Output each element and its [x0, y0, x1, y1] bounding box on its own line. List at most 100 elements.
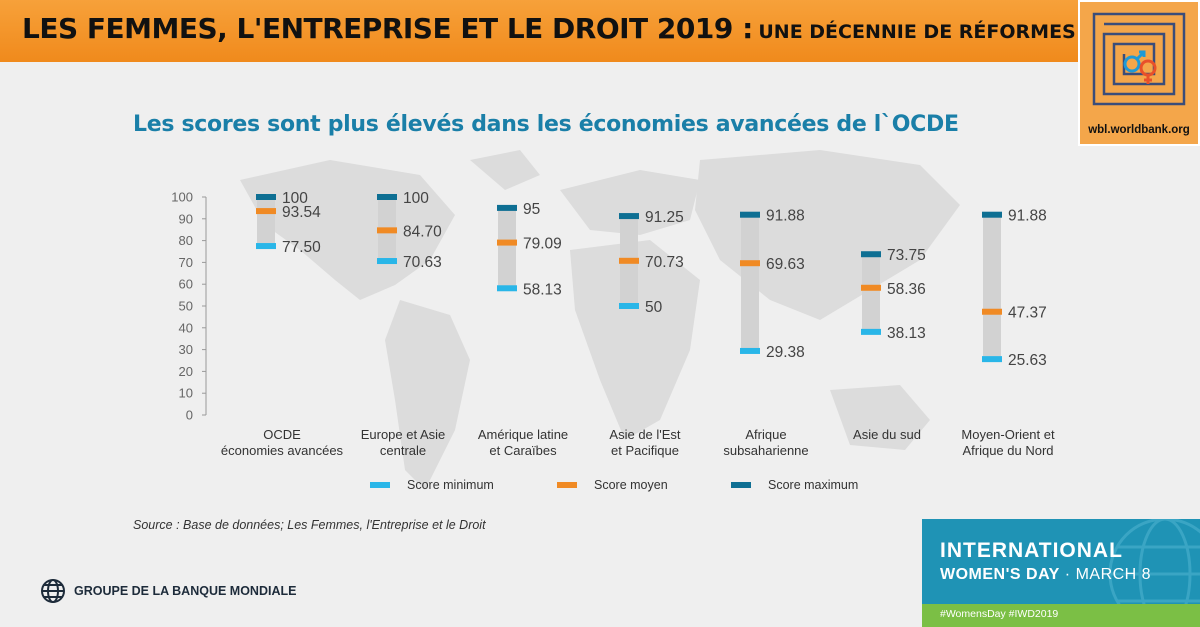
category-label: subsaharienne: [723, 443, 808, 458]
avg-label: 58.36: [887, 281, 926, 298]
category-label: Europe et Asie: [361, 427, 446, 442]
min-marker: [256, 243, 276, 250]
category-label: économies avancées: [221, 443, 344, 458]
iwd-line2: WOMEN'S DAY · MARCH 8: [940, 566, 1151, 584]
world-bank-logo[interactable]: GROUPE DE LA BANQUE MONDIALE: [40, 578, 296, 604]
chart-title: Les scores sont plus élevés dans les éco…: [133, 112, 959, 137]
avg-marker: [377, 227, 397, 234]
max-marker: [740, 211, 760, 218]
globe-icon: [41, 579, 65, 603]
legend-label: Score minimum: [407, 478, 494, 492]
max-label: 91.88: [766, 208, 805, 225]
avg-marker: [740, 260, 760, 267]
globe-watermark-icon: [1108, 519, 1200, 627]
legend-swatch: [731, 482, 751, 488]
max-label: 95: [523, 201, 540, 218]
min-label: 50: [645, 299, 663, 316]
iwd-hashtag-bar: #WomensDay #IWD2019: [922, 604, 1200, 627]
avg-label: 84.70: [403, 223, 442, 240]
category-label: Asie de l'Est: [609, 427, 681, 442]
legend-label: Score moyen: [594, 478, 668, 492]
min-label: 29.38: [766, 344, 805, 361]
min-marker: [619, 303, 639, 309]
y-tick-label: 60: [179, 277, 193, 292]
y-tick-label: 70: [179, 255, 193, 270]
avg-marker: [619, 257, 639, 264]
max-label: 91.25: [645, 209, 684, 226]
avg-label: 79.09: [523, 236, 562, 253]
y-tick-label: 0: [186, 408, 193, 423]
category-label: Moyen-Orient et: [961, 427, 1055, 442]
avg-label: 69.63: [766, 256, 805, 273]
category-label: et Caraïbes: [489, 443, 557, 458]
iwd-line2-bold: WOMEN'S DAY: [940, 566, 1060, 583]
avg-label: 93.54: [282, 204, 321, 221]
min-marker: [740, 347, 760, 354]
min-label: 58.13: [523, 281, 562, 298]
y-tick-label: 50: [179, 299, 193, 314]
page-title: LES FEMMES, L'ENTREPRISE ET LE DROIT 201…: [22, 12, 753, 45]
avg-marker: [861, 284, 881, 291]
min-label: 77.50: [282, 239, 321, 256]
category-label: Asie du sud: [853, 427, 921, 442]
page-subtitle: UNE DÉCENNIE DE RÉFORMES: [758, 21, 1076, 43]
max-label: 73.75: [887, 247, 926, 264]
avg-marker: [256, 208, 276, 215]
min-marker: [497, 285, 517, 292]
iwd-line1: INTERNATIONAL: [940, 539, 1123, 562]
iwd-hashtags: #WomensDay #IWD2019: [940, 608, 1059, 620]
max-marker: [256, 194, 276, 200]
range-bar: [257, 197, 275, 247]
category-label: centrale: [380, 443, 426, 458]
min-label: 70.63: [403, 254, 442, 271]
range-bar: [983, 214, 1001, 360]
avg-label: 70.73: [645, 254, 684, 271]
max-label: 100: [403, 190, 429, 207]
source-note: Source : Base de données; Les Femmes, l'…: [133, 518, 486, 532]
avg-marker: [982, 308, 1002, 315]
legend-swatch: [557, 482, 577, 488]
y-tick-label: 40: [179, 320, 193, 335]
title-banner: LES FEMMES, L'ENTREPRISE ET LE DROIT 201…: [0, 0, 1085, 62]
y-tick-label: 80: [179, 233, 193, 248]
y-tick-label: 30: [179, 342, 193, 357]
iwd-line2-rest: · MARCH 8: [1059, 566, 1152, 583]
max-label: 91.88: [1008, 208, 1047, 225]
legend-label: Score maximum: [768, 478, 858, 492]
category-label: Amérique latine: [478, 427, 568, 442]
max-marker: [619, 213, 639, 220]
range-bar: [862, 254, 880, 332]
maze-gender-icon: [1092, 12, 1186, 106]
avg-marker: [497, 239, 517, 246]
max-marker: [377, 194, 397, 200]
min-label: 25.63: [1008, 352, 1047, 369]
category-label: Afrique: [745, 427, 786, 442]
y-tick-label: 10: [179, 386, 193, 401]
max-marker: [497, 204, 517, 211]
min-marker: [861, 328, 881, 335]
logo-url[interactable]: wbl.worldbank.org: [1088, 124, 1190, 136]
y-tick-label: 90: [179, 211, 193, 226]
y-tick-label: 20: [179, 364, 193, 379]
y-tick-label: 100: [171, 190, 193, 205]
org-name: GROUPE DE LA BANQUE MONDIALE: [74, 584, 297, 598]
category-label: Afrique du Nord: [962, 443, 1053, 458]
range-bar: [498, 207, 516, 289]
max-label: 100: [282, 190, 308, 207]
wbl-logo[interactable]: wbl.worldbank.org: [1078, 0, 1200, 146]
min-marker: [982, 356, 1002, 363]
legend-swatch: [370, 482, 390, 488]
chart-legend: Score minimum Score moyen Score maximum: [370, 478, 858, 492]
category-label: et Pacifique: [611, 443, 679, 458]
banner-text: LES FEMMES, L'ENTREPRISE ET LE DROIT 201…: [22, 12, 1076, 45]
max-marker: [861, 251, 881, 258]
y-axis: 0 10 20 30 40 50 60 70 80 90 100: [171, 190, 207, 423]
range-bar: [741, 214, 759, 351]
min-label: 38.13: [887, 325, 926, 342]
category-label: OCDE: [263, 427, 301, 442]
max-marker: [982, 211, 1002, 218]
min-marker: [377, 258, 397, 265]
